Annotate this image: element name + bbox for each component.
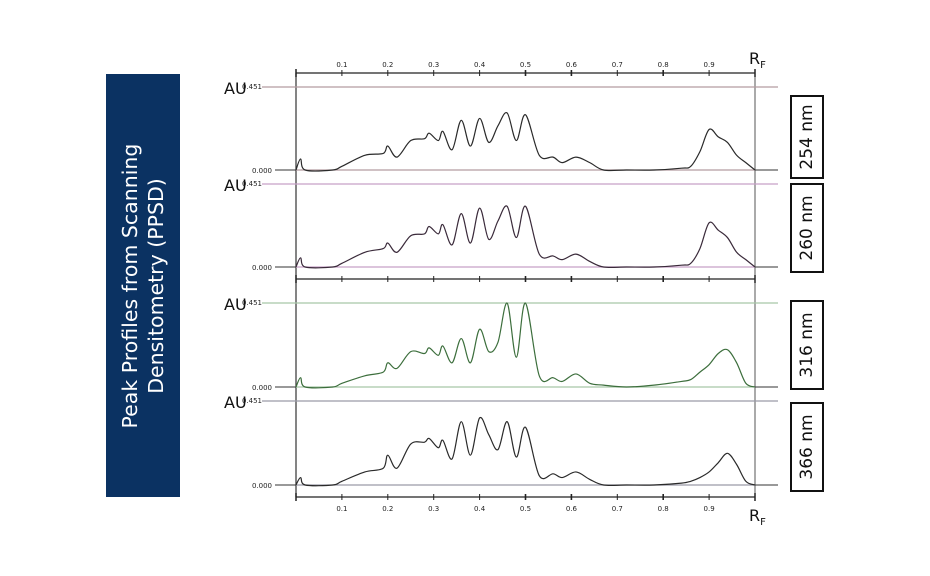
y-min-label: 0.000	[252, 482, 272, 490]
profile-curve-366-nm	[295, 416, 756, 487]
profile-curve-254-nm	[295, 111, 756, 172]
profile-curve-316-nm	[295, 302, 756, 389]
y-axis-label-au: AU	[224, 176, 247, 195]
x-tick-label: 0.4	[474, 505, 486, 513]
profile-curve-260-nm	[295, 205, 756, 269]
x-tick-label: 0.5	[520, 505, 531, 513]
y-max-label: 0.451	[242, 180, 262, 188]
x-tick-label: 0.6	[566, 505, 578, 513]
wavelength-label-260: 260 nm	[790, 183, 824, 273]
y-axis-label-au: AU	[224, 79, 247, 98]
y-axis-label-au: AU	[224, 295, 247, 314]
y-min-label: 0.000	[252, 167, 272, 175]
rf-axis-label-bottom: RF	[749, 506, 766, 528]
x-tick-label: 0.3	[428, 61, 439, 69]
x-tick-label: 0.1	[336, 505, 347, 513]
x-tick-label: 0.5	[520, 61, 531, 69]
y-max-label: 0.451	[242, 83, 262, 91]
x-tick-label: 0.9	[704, 61, 715, 69]
title-banner: Peak Profiles from Scanning Densitometry…	[106, 74, 180, 497]
wavelength-label-316: 316 nm	[790, 300, 824, 390]
y-axis-label-au: AU	[224, 393, 247, 412]
x-tick-label: 0.8	[658, 505, 669, 513]
y-min-label: 0.000	[252, 384, 272, 392]
rf-axis-label-top: RF	[749, 49, 766, 71]
y-max-label: 0.451	[242, 397, 262, 405]
x-tick-label: 0.2	[382, 505, 393, 513]
x-tick-label: 0.7	[612, 505, 623, 513]
x-tick-label: 0.1	[336, 61, 347, 69]
wavelength-label-254: 254 nm	[790, 95, 824, 179]
x-tick-label: 0.4	[474, 61, 486, 69]
wavelength-label-366: 366 nm	[790, 402, 824, 492]
y-min-label: 0.000	[252, 264, 272, 272]
x-tick-label: 0.9	[704, 505, 715, 513]
x-tick-label: 0.6	[566, 61, 578, 69]
x-tick-label: 0.2	[382, 61, 393, 69]
x-tick-label: 0.8	[658, 61, 669, 69]
x-tick-label: 0.7	[612, 61, 623, 69]
y-max-label: 0.451	[242, 299, 262, 307]
x-tick-label: 0.3	[428, 505, 439, 513]
